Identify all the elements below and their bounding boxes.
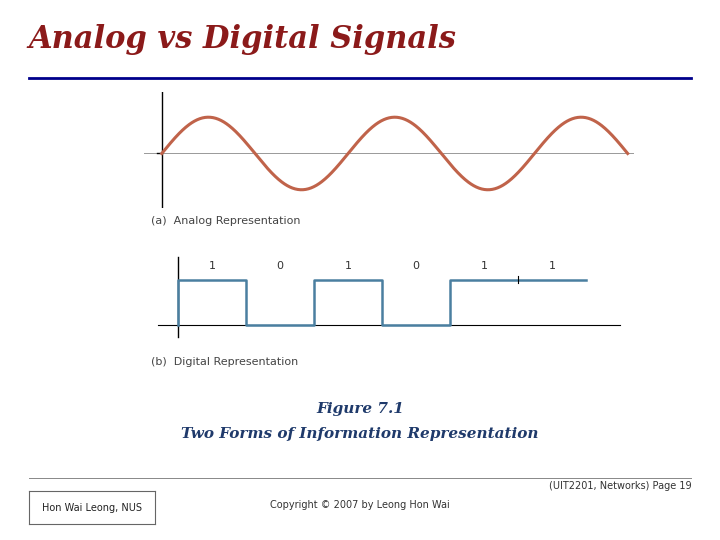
Text: 1: 1 [549, 261, 556, 271]
Text: Figure 7.1: Figure 7.1 [316, 402, 404, 416]
Text: (a)  Analog Representation: (a) Analog Representation [151, 216, 301, 226]
Text: Analog vs Digital Signals: Analog vs Digital Signals [29, 24, 456, 55]
Text: Copyright © 2007 by Leong Hon Wai: Copyright © 2007 by Leong Hon Wai [270, 500, 450, 510]
Text: (b)  Digital Representation: (b) Digital Representation [151, 357, 299, 368]
Text: (UIT2201, Networks) Page 19: (UIT2201, Networks) Page 19 [549, 481, 691, 491]
Text: 0: 0 [413, 261, 420, 271]
Text: 0: 0 [276, 261, 284, 271]
Text: Hon Wai Leong, NUS: Hon Wai Leong, NUS [42, 503, 142, 512]
Text: 1: 1 [209, 261, 215, 271]
Text: 1: 1 [480, 261, 487, 271]
Text: Two Forms of Information Representation: Two Forms of Information Representation [181, 427, 539, 441]
Text: 1: 1 [344, 261, 351, 271]
